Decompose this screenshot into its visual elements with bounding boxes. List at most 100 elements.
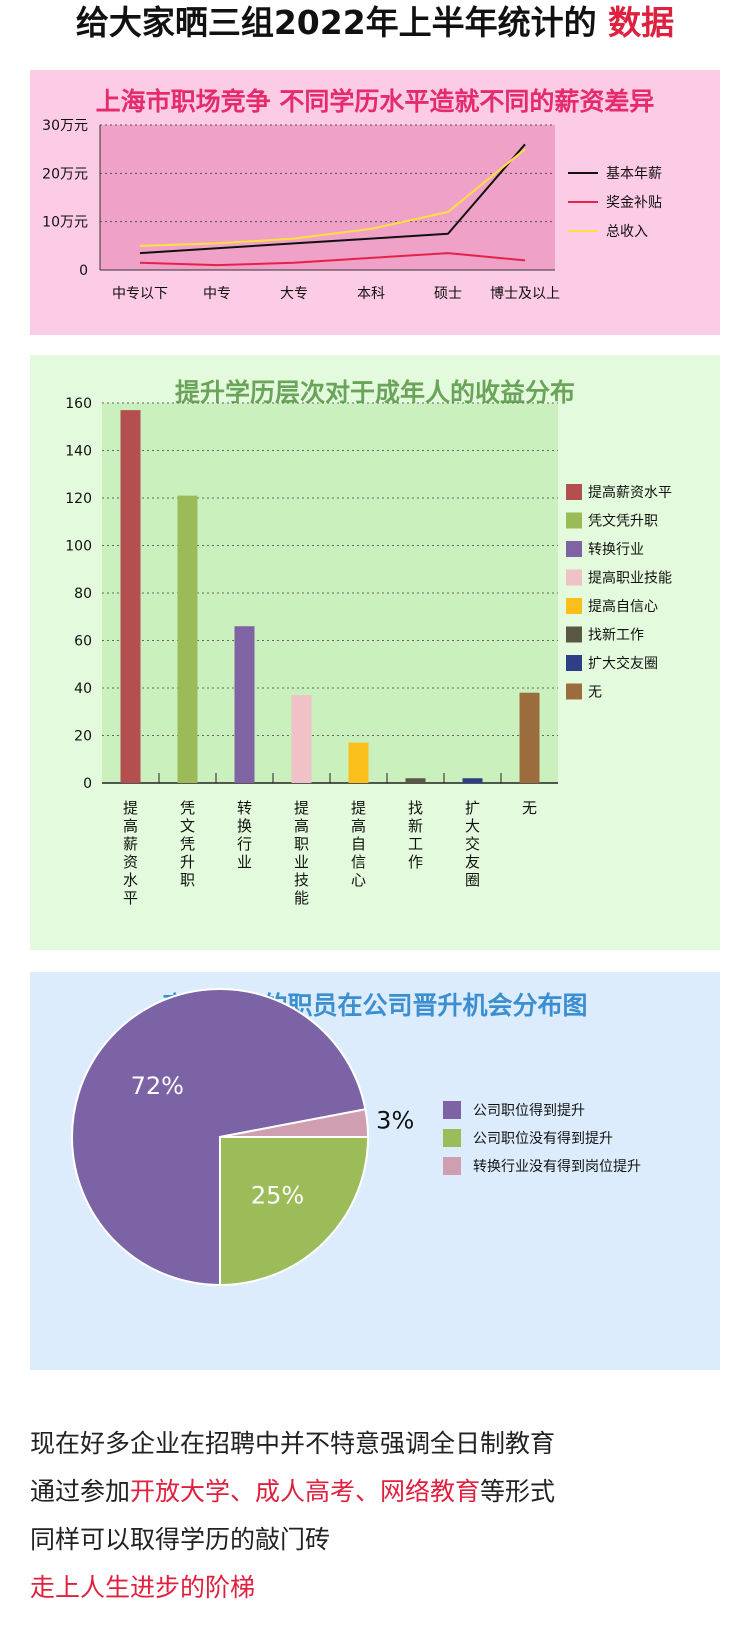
x-tick-label-char: 心 (351, 871, 366, 889)
x-tick-label-char: 提 (294, 799, 309, 817)
line-chart: 30万元 20万元 10万元 0 中专以下 中专 大专 本科 硕士 博士及以上 基本年薪奖金补贴总收… (42, 118, 662, 302)
plot-area (100, 125, 555, 270)
legend-swatch (566, 541, 582, 557)
x-tick-label-char: 职 (294, 835, 309, 853)
bar-2 (177, 495, 198, 783)
legend-label: 无 (588, 685, 602, 701)
x-tick-label-char: 自 (351, 835, 366, 853)
x-tick-label-char: 无 (522, 799, 537, 817)
bar-8 (519, 692, 540, 783)
legend-swatch (566, 484, 582, 500)
legend-label: 转换行业没有得到岗位提升 (473, 1158, 641, 1175)
legend-swatch (566, 569, 582, 586)
legend-swatch (566, 626, 582, 643)
x-tick-label-char: 大 (465, 817, 480, 835)
closing-text: 现在好多企业在招聘中并不特意强调全日制教育 通过参加开放大学、成人高考、网络教育… (30, 1420, 730, 1612)
pie-data-label: 72% (131, 1072, 184, 1100)
closing-line-2-post: 等形式 (480, 1477, 556, 1506)
x-tick-label-char: 作 (408, 853, 423, 871)
closing-line-1: 现在好多企业在招聘中并不特意强调全日制教育 (30, 1429, 556, 1458)
x-tick-label-char: 转 (237, 799, 252, 817)
x-tick-label-char: 凭 (180, 835, 195, 853)
promotion-pie-chart-panel: 高等学历的职员在公司晋升机会分布图 72% 25% 3% 公司职位得到提升 公司职位没有… (30, 972, 720, 1370)
bar-1 (120, 410, 141, 783)
x-tick-label-char: 新 (408, 817, 423, 835)
pie-slice-3 (219, 1108, 370, 1138)
x-tick-label-char: 职 (180, 871, 195, 889)
legend-label: 扩大交友圈 (588, 655, 658, 672)
legend-label: 找新工作 (588, 628, 644, 644)
legend-swatch (566, 683, 582, 700)
x-tick-label: 硕士 (434, 286, 462, 302)
legend-label: 公司职位没有得到提升 (473, 1130, 613, 1147)
legend-label: 提高职业技能 (588, 570, 672, 587)
y-tick-label: 0 (83, 776, 92, 792)
legend-label: 奖金补贴 (606, 194, 662, 211)
x-tick-label-char: 高 (123, 817, 138, 835)
legend-label: 公司职位得到提升 (473, 1102, 585, 1119)
legend-swatch (443, 1157, 461, 1175)
x-tick-label-char: 工 (408, 835, 423, 853)
x-tick-label-char: 信 (351, 853, 366, 871)
legend-label: 提高自信心 (588, 598, 658, 615)
closing-line-3: 同样可以取得学历的敲门砖 (30, 1525, 331, 1554)
x-tick-label-char: 凭 (180, 799, 195, 817)
closing-line-4: 走上人生进步的阶梯 (30, 1573, 256, 1602)
bar-5 (348, 742, 369, 783)
x-tick-label-char: 圈 (465, 871, 480, 889)
y-tick-label: 20 (74, 729, 92, 745)
legend-swatch (443, 1101, 461, 1119)
legend-label: 转换行业 (588, 541, 644, 558)
y-tick-label: 30万元 (42, 118, 88, 134)
y-tick-label: 60 (74, 634, 92, 650)
legend-label: 基本年薪 (606, 165, 662, 182)
x-tick-label-char: 业 (237, 853, 252, 871)
headline-accent: 数据 (608, 3, 675, 42)
bar-6 (405, 778, 426, 783)
legend-swatch (566, 598, 582, 614)
salary-line-chart-panel: 上海市职场竞争 不同学历水平造就不同的薪资差异 30万元 20万元 10万元 0 中专以… (30, 70, 720, 335)
closing-line-2-pre: 通过参加 (30, 1477, 131, 1506)
headline: 给大家晒三组2022年上半年统计的 数据 (0, 0, 750, 63)
y-tick-label: 160 (65, 396, 92, 412)
y-tick-label: 80 (74, 586, 92, 602)
x-tick-label-char: 能 (294, 889, 309, 907)
closing-line-2-highlight: 开放大学、成人高考、网络教育 (130, 1477, 481, 1506)
x-tick-label-char: 技 (294, 871, 309, 889)
x-tick-label-char: 换 (237, 817, 252, 835)
x-tick-label-char: 文 (180, 817, 195, 835)
plot-area (102, 403, 558, 783)
x-tick-label-char: 高 (351, 817, 366, 835)
x-tick-label-char: 升 (180, 853, 195, 871)
legend-label: 总收入 (606, 224, 648, 240)
closing-line-2: 通过参加开放大学、成人高考、网络教育等形式 (30, 1468, 730, 1516)
bar-4 (291, 695, 312, 783)
x-tick-label-char: 找 (408, 799, 423, 817)
pie-slice-1 (71, 988, 367, 1287)
x-tick-label-char: 资 (123, 853, 138, 871)
x-tick-label-char: 行 (237, 835, 252, 853)
x-tick-label: 博士及以上 (490, 285, 560, 302)
x-tick-label-char: 友 (465, 853, 480, 871)
x-tick-label-char: 高 (294, 817, 309, 835)
x-tick-label: 本科 (357, 286, 385, 302)
legend-label: 凭文凭升职 (588, 514, 658, 530)
y-tick-label: 20万元 (42, 166, 88, 182)
x-tick-label-char: 水 (123, 871, 138, 889)
headline-main: 给大家晒三组2022年上半年统计的 (75, 3, 597, 42)
bar-7 (462, 778, 483, 783)
y-tick-label: 140 (65, 444, 92, 460)
benefit-bar-chart-panel: 提升学历层次对于成年人的收益分布 160 140 120 100 80 60 40 20 0 提高… (30, 355, 720, 950)
x-tick-label-char: 交 (465, 835, 480, 853)
series-line-0 (139, 143, 526, 255)
legend-swatch (566, 655, 582, 671)
legend-swatch (566, 512, 582, 529)
bar-chart: 160140120100806040200提高薪资水平凭文凭升职转换行业提高职业… (65, 396, 672, 907)
x-tick-label: 大专 (280, 286, 308, 302)
pie-data-label: 3% (376, 1106, 414, 1134)
y-tick-label: 10万元 (42, 215, 88, 231)
x-tick-label-char: 业 (294, 853, 309, 871)
x-tick-label-char: 薪 (123, 835, 138, 853)
y-tick-label: 0 (79, 263, 88, 279)
